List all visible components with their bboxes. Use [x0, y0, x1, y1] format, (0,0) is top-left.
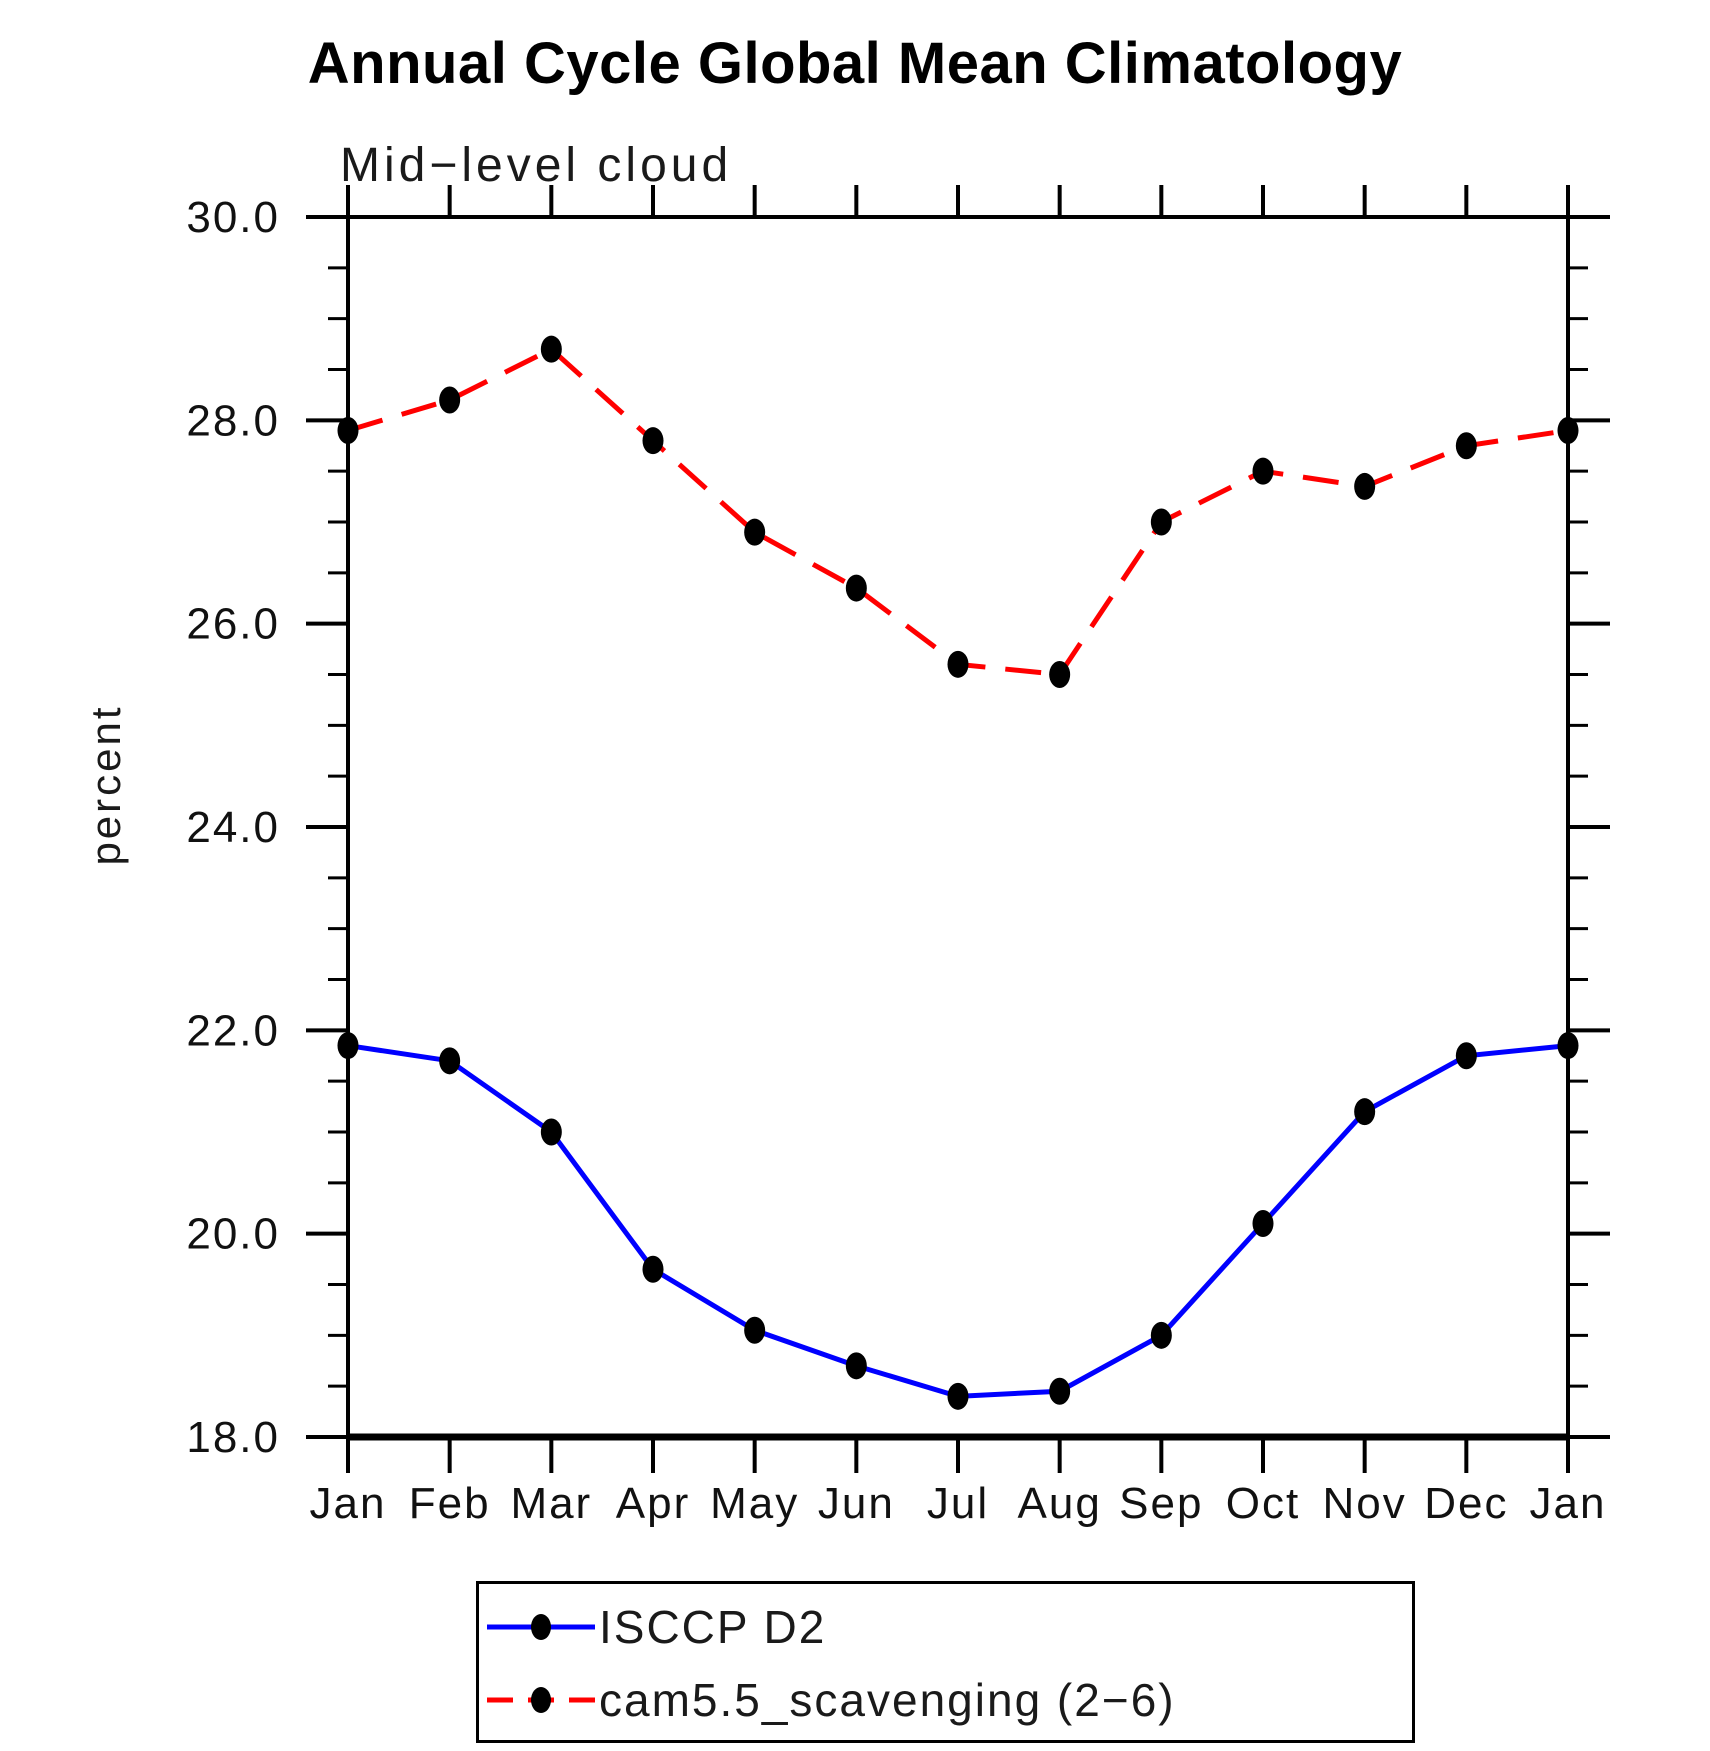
- y-tick-label: 24.0: [186, 803, 280, 852]
- x-tick-label: Jan: [310, 1479, 387, 1528]
- data-point-0-Jan: [1557, 1032, 1579, 1060]
- legend-marker-dot: [531, 1614, 551, 1640]
- x-tick-label: May: [710, 1479, 799, 1528]
- series-line-0: [347, 1043, 1569, 1399]
- x-tick-label: Aug: [1018, 1479, 1102, 1528]
- legend-label-cam55: cam5.5_scavenging (2−6): [599, 1674, 1176, 1726]
- data-point-1-Jun: [845, 574, 867, 602]
- y-tick-label: 18.0: [186, 1413, 280, 1462]
- x-tick-label: Oct: [1226, 1479, 1300, 1528]
- chart-title: Annual Cycle Global Mean Climatology: [307, 31, 1403, 96]
- y-tick-label: 26.0: [186, 600, 280, 649]
- data-point-0-Jan: [337, 1032, 359, 1060]
- data-point-1-Feb: [439, 386, 461, 414]
- data-point-0-May: [744, 1316, 766, 1344]
- data-point-1-Jan: [1557, 417, 1579, 444]
- x-tick-label: Sep: [1119, 1479, 1203, 1528]
- data-point-1-Aug: [1049, 661, 1071, 688]
- data-point-0-Mar: [540, 1118, 562, 1146]
- x-tick-label: Apr: [616, 1479, 690, 1528]
- data-point-0-Dec: [1455, 1042, 1477, 1070]
- x-tick-label: Feb: [409, 1479, 491, 1528]
- legend-label-isccp: ISCCP D2: [599, 1601, 827, 1653]
- data-point-1-Nov: [1354, 472, 1376, 500]
- data-point-1-Apr: [642, 427, 664, 455]
- x-tick-label: Nov: [1323, 1479, 1407, 1528]
- data-point-0-Nov: [1354, 1098, 1376, 1126]
- y-tick-label: 22.0: [186, 1006, 280, 1055]
- legend: ISCCP D2 cam5.5_scavenging (2−6): [476, 1581, 1415, 1743]
- data-point-0-Oct: [1252, 1210, 1274, 1237]
- data-point-1-Jul: [947, 650, 969, 678]
- x-tick-label: Jun: [818, 1479, 895, 1528]
- data-point-0-Aug: [1049, 1377, 1071, 1405]
- legend-item-cam55: cam5.5_scavenging (2−6): [485, 1670, 1176, 1730]
- x-tick-label: Mar: [510, 1479, 592, 1528]
- legend-swatch-dashed: [487, 1687, 595, 1713]
- y-tick-label: 20.0: [186, 1210, 280, 1259]
- x-tick-label: Dec: [1424, 1479, 1508, 1528]
- chart-subtitle: Mid−level cloud: [340, 139, 733, 192]
- x-tick-label: Jan: [1530, 1479, 1607, 1528]
- legend-marker-dot: [531, 1687, 551, 1713]
- series-line-1: [347, 346, 1569, 678]
- y-tick-label: 28.0: [186, 396, 280, 445]
- data-point-0-Apr: [642, 1255, 664, 1283]
- data-point-0-Feb: [439, 1047, 461, 1075]
- data-point-1-Dec: [1455, 432, 1477, 460]
- data-point-1-Sep: [1150, 508, 1172, 536]
- data-point-1-Jan: [337, 417, 359, 444]
- data-point-1-May: [744, 518, 766, 546]
- data-point-0-Sep: [1150, 1321, 1172, 1349]
- data-point-1-Mar: [540, 335, 562, 363]
- legend-item-isccp: ISCCP D2: [485, 1597, 826, 1657]
- x-tick-label: Jul: [927, 1479, 989, 1528]
- data-point-0-Jul: [947, 1382, 969, 1410]
- legend-swatch-solid: [487, 1614, 595, 1640]
- data-point-0-Jun: [845, 1352, 867, 1380]
- y-tick-label: 30.0: [186, 193, 280, 242]
- data-point-1-Oct: [1252, 457, 1274, 485]
